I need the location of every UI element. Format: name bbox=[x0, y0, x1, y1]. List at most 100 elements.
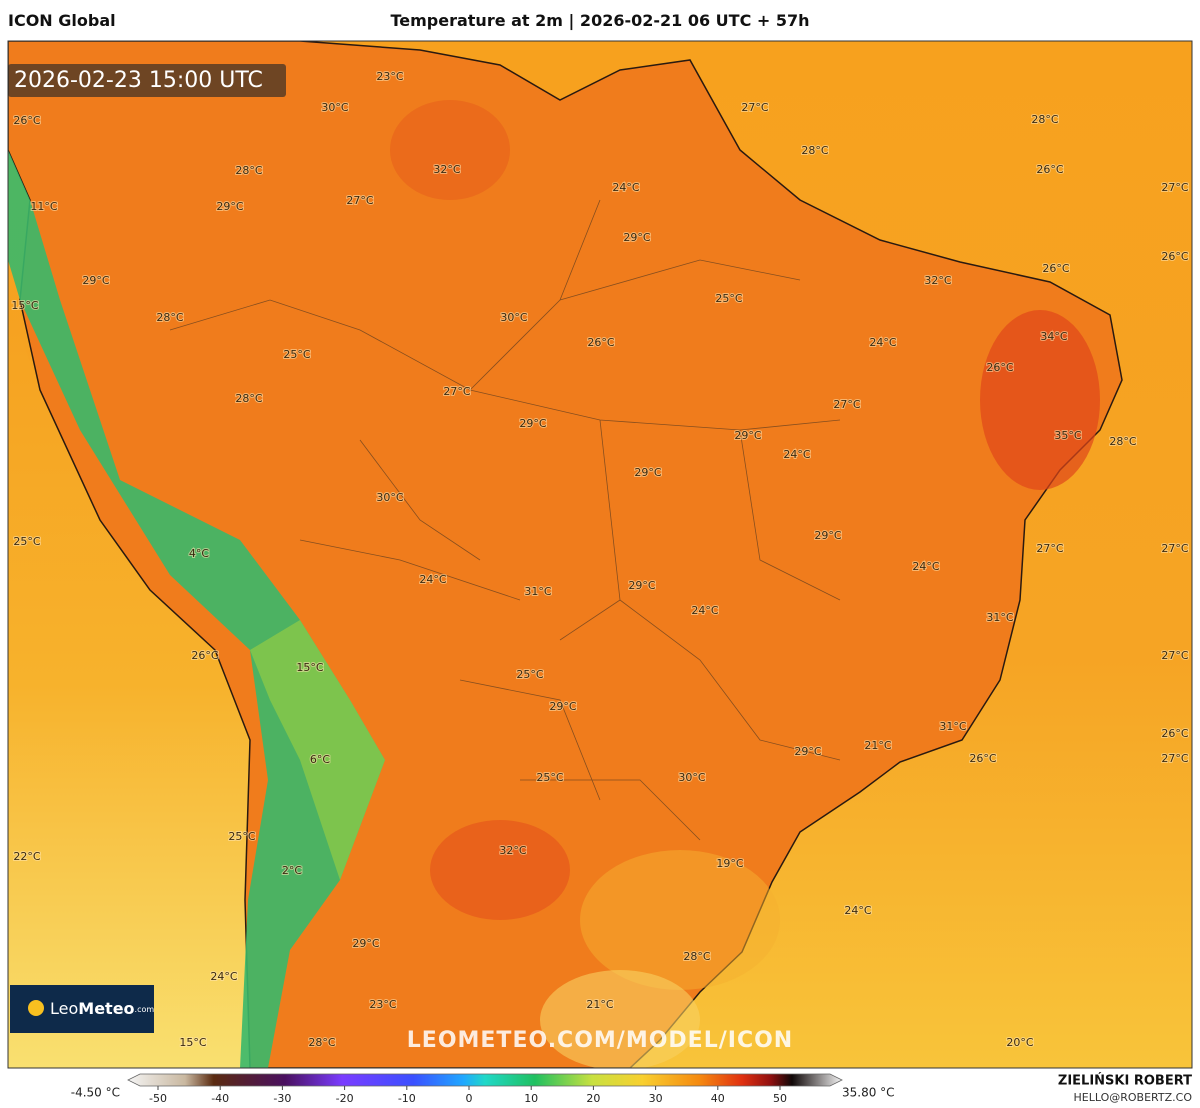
temperature-label: 24°C bbox=[612, 181, 639, 194]
credit-email: HELLO@ROBERTZ.CO bbox=[1074, 1091, 1193, 1104]
hot-spot bbox=[430, 820, 570, 920]
temperature-label: 27°C bbox=[1161, 649, 1188, 662]
colorbar-tick-label: 20 bbox=[586, 1092, 600, 1105]
temperature-label: 29°C bbox=[628, 579, 655, 592]
colorbar-tick-label: -40 bbox=[211, 1092, 229, 1105]
temperature-label: 15°C bbox=[179, 1036, 206, 1049]
temperature-label: 26°C bbox=[1161, 727, 1188, 740]
temperature-label: 26°C bbox=[969, 752, 996, 765]
logo: LeoMeteo.com bbox=[50, 999, 154, 1018]
colorbar-tick-label: 0 bbox=[466, 1092, 473, 1105]
logo-brand-bold: Meteo bbox=[78, 999, 134, 1018]
temperature-label: 26°C bbox=[191, 649, 218, 662]
credit-name: ZIELIŃSKI ROBERT bbox=[1058, 1073, 1192, 1089]
colorbar-tick-label: -20 bbox=[336, 1092, 354, 1105]
legend-min: -4.50 °C bbox=[71, 1086, 120, 1100]
colorbar-tick-label: 30 bbox=[649, 1092, 663, 1105]
temperature-label: 20°C bbox=[1006, 1036, 1033, 1049]
temperature-label: 23°C bbox=[369, 998, 396, 1011]
temperature-label: 25°C bbox=[536, 771, 563, 784]
temperature-label: 29°C bbox=[794, 745, 821, 758]
temperature-label: 35°C bbox=[1054, 429, 1081, 442]
timestamp-box bbox=[8, 64, 286, 97]
temperature-label: 34°C bbox=[1040, 330, 1067, 343]
temperature-label: 32°C bbox=[499, 844, 526, 857]
temperature-label: 21°C bbox=[864, 739, 891, 752]
chart-subtitle: Temperature at 2m | 2026-02-21 06 UTC + … bbox=[390, 11, 809, 31]
logo-brand: Leo bbox=[50, 999, 78, 1018]
temperature-label: 24°C bbox=[912, 560, 939, 573]
colorbar bbox=[127, 1073, 843, 1087]
cool-area bbox=[540, 970, 700, 1068]
temperature-label: 28°C bbox=[1031, 113, 1058, 126]
temperature-label: 24°C bbox=[691, 604, 718, 617]
altiplano bbox=[250, 620, 385, 880]
temperature-label: 30°C bbox=[678, 771, 705, 784]
temperature-label: 27°C bbox=[443, 385, 470, 398]
colorbar-tick-label: 10 bbox=[524, 1092, 538, 1105]
temperature-label: 24°C bbox=[783, 448, 810, 461]
colorbar-ticks: -50 -40 -30 -20 -10 0 10 20 30 40 50 bbox=[149, 1086, 787, 1105]
logo-sun bbox=[28, 1000, 44, 1016]
temperature-label: 29°C bbox=[634, 466, 661, 479]
temperature-label: 27°C bbox=[1161, 181, 1188, 194]
colorbar-tick-label: -30 bbox=[273, 1092, 291, 1105]
temperature-label: 24°C bbox=[844, 904, 871, 917]
temperature-label: 25°C bbox=[516, 668, 543, 681]
temperature-labels: 23°C 30°C 26°C 27°C 28°C 28°C 32°C 26°C 28°C 27°C… bbox=[10, 69, 1189, 1050]
temperature-label: 31°C bbox=[986, 611, 1013, 624]
temperature-label: 30°C bbox=[321, 101, 348, 114]
temperature-label: 29°C bbox=[352, 937, 379, 950]
temperature-label: 27°C bbox=[833, 398, 860, 411]
temperature-label: 19°C bbox=[716, 857, 743, 870]
temperature-label: 28°C bbox=[156, 311, 183, 324]
temperature-label: 6°C bbox=[310, 753, 330, 766]
temperature-label: 25°C bbox=[13, 535, 40, 548]
temperature-label: 25°C bbox=[228, 830, 255, 843]
temperature-label: 26°C bbox=[587, 336, 614, 349]
temperature-label: 27°C bbox=[1036, 542, 1063, 555]
colorbar-tick-label: 40 bbox=[711, 1092, 725, 1105]
temperature-label: 28°C bbox=[1109, 435, 1136, 448]
temperature-label: 29°C bbox=[519, 417, 546, 430]
temperature-label: 30°C bbox=[376, 491, 403, 504]
temperature-label: 23°C bbox=[376, 70, 403, 83]
temperature-label: 24°C bbox=[210, 970, 237, 983]
colorbar-tick-label: 50 bbox=[773, 1092, 787, 1105]
temperature-label: 26°C bbox=[1042, 262, 1069, 275]
map-frame bbox=[7, 40, 1193, 1069]
temperature-label: 31°C bbox=[939, 720, 966, 733]
hot-spot bbox=[390, 100, 510, 200]
temperature-label: 15°C bbox=[296, 661, 323, 674]
temperature-label: 2°C bbox=[282, 864, 302, 877]
temperature-label: 21°C bbox=[586, 998, 613, 1011]
map: 23°C 30°C 26°C 27°C 28°C 28°C 32°C 26°C 28°C 27°C… bbox=[8, 41, 1192, 1068]
temperature-label: 26°C bbox=[986, 361, 1013, 374]
temperature-label: 31°C bbox=[524, 585, 551, 598]
temperature-label: 26°C bbox=[1036, 163, 1063, 176]
colorbar-tick-label: -50 bbox=[149, 1092, 167, 1105]
temperature-label: 26°C bbox=[13, 114, 40, 127]
pacific bbox=[8, 300, 250, 1068]
temperature-label: 27°C bbox=[1161, 542, 1188, 555]
andes bbox=[8, 150, 385, 1068]
temperature-label: 29°C bbox=[216, 200, 243, 213]
legend-max: 35.80 °C bbox=[842, 1086, 895, 1100]
temperature-label: 26°C bbox=[1161, 250, 1188, 263]
temperature-label: 25°C bbox=[283, 348, 310, 361]
border bbox=[169, 199, 841, 841]
temperature-label: 29°C bbox=[814, 529, 841, 542]
temperature-label: 28°C bbox=[235, 164, 262, 177]
temperature-label: 28°C bbox=[308, 1036, 335, 1049]
temperature-label: 28°C bbox=[683, 950, 710, 963]
colorbar-tick-label: -10 bbox=[398, 1092, 416, 1105]
temperature-label: 32°C bbox=[433, 163, 460, 176]
temperature-label: 27°C bbox=[741, 101, 768, 114]
temperature-label: 24°C bbox=[869, 336, 896, 349]
temperature-label: 27°C bbox=[346, 194, 373, 207]
model-title: ICON Global bbox=[8, 11, 116, 30]
temperature-label: 15°C bbox=[11, 299, 38, 312]
temperature-label: 30°C bbox=[500, 311, 527, 324]
